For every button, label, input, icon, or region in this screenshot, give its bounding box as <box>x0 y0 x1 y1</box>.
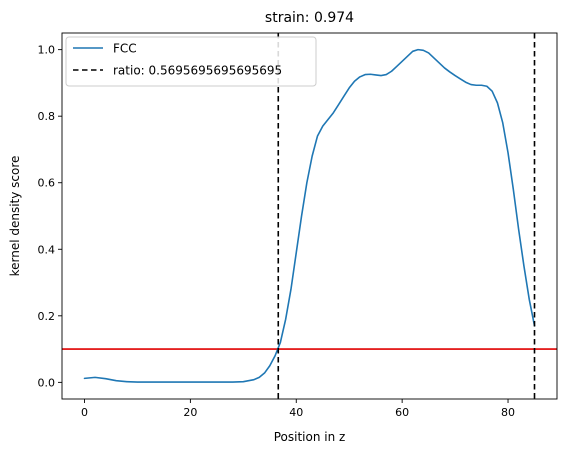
x-tick-label: 80 <box>501 406 515 419</box>
plot-background <box>62 33 557 399</box>
x-tick-label: 0 <box>81 406 88 419</box>
y-tick-label: 1.0 <box>38 44 56 57</box>
legend: FCC ratio: 0.5695695695695695 <box>66 37 316 86</box>
y-tick-label: 0.6 <box>38 177 56 190</box>
legend-box <box>66 37 316 86</box>
legend-label-fcc: FCC <box>113 42 137 56</box>
y-tick-label: 0.8 <box>38 110 56 123</box>
x-axis-label: Position in z <box>274 430 346 444</box>
x-tick-label: 20 <box>183 406 197 419</box>
y-tick-label: 0.2 <box>38 310 56 323</box>
chart-title: strain: 0.974 <box>265 10 354 26</box>
plot-area <box>62 33 557 399</box>
x-tick-label: 60 <box>395 406 409 419</box>
x-tick-label: 40 <box>289 406 303 419</box>
y-tick-label: 0.4 <box>38 243 56 256</box>
y-axis-label: kernel density score <box>8 156 22 277</box>
y-tick-label: 0.0 <box>38 376 56 389</box>
legend-label-ratio: ratio: 0.5695695695695695 <box>113 64 282 78</box>
